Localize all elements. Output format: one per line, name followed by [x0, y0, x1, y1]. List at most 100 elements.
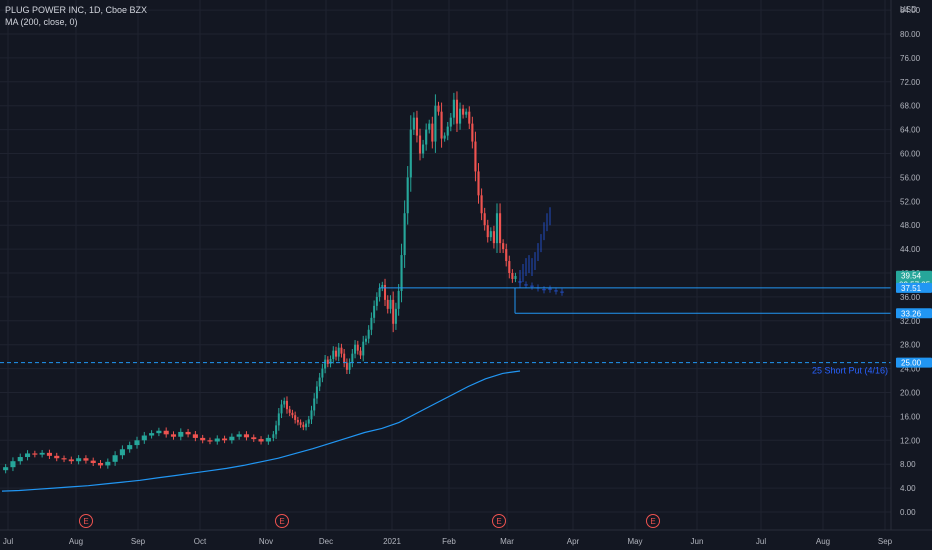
candle-body	[192, 434, 198, 438]
indicator-title[interactable]: MA (200, close, 0)	[5, 17, 78, 27]
candle-body	[10, 461, 16, 468]
candle-body	[275, 425, 278, 435]
candle-body	[3, 467, 9, 471]
symbol-title[interactable]: PLUG POWER INC, 1D, Cboe BZX	[5, 5, 148, 15]
candle-body	[163, 430, 169, 435]
earnings-marker[interactable]: E	[79, 514, 93, 528]
candle-body	[511, 273, 514, 279]
ma-line	[1, 370, 521, 492]
candle-body	[222, 438, 228, 441]
price-tag-box	[896, 308, 932, 319]
candle-body	[422, 144, 425, 154]
candle-body	[345, 362, 348, 370]
earnings-circle	[275, 514, 289, 528]
candle-body	[207, 440, 213, 442]
candle-body	[185, 431, 191, 435]
y-tick-label: 28.00	[900, 341, 921, 350]
candle-body	[446, 126, 449, 136]
candle-body	[178, 431, 184, 437]
candle-body	[508, 261, 511, 273]
candle-body	[83, 458, 89, 461]
candle-body	[229, 436, 235, 441]
earnings-letter: E	[279, 517, 284, 526]
candle-body	[381, 284, 384, 288]
candle-body	[462, 108, 465, 115]
candle-body	[112, 455, 118, 462]
candle-body	[406, 177, 409, 214]
candle-body	[389, 299, 392, 309]
candle-body	[468, 111, 471, 124]
earnings-marker[interactable]: E	[492, 514, 506, 528]
candle-body	[348, 362, 351, 370]
candle-body	[452, 99, 455, 118]
y-tick-label: 72.00	[900, 78, 921, 87]
candle-body	[39, 452, 45, 455]
candle-body	[412, 117, 415, 130]
candle-body	[329, 359, 332, 364]
candle-body	[403, 213, 406, 256]
candle-body	[321, 368, 324, 378]
candle-body	[343, 353, 346, 363]
candle-body	[307, 419, 310, 424]
x-tick-label: Apr	[567, 537, 580, 546]
candle-body	[364, 338, 367, 342]
y-tick-label: 60.00	[900, 150, 921, 159]
candle-body	[409, 129, 412, 178]
time-axis[interactable]: Jul Aug Sep Oct Nov Dec 2021 Feb Mar Apr May Jun Jul…	[0, 529, 932, 546]
grid-lines	[0, 0, 891, 530]
earnings-letter: E	[83, 517, 88, 526]
candle-body	[134, 440, 140, 446]
candle-body	[370, 317, 373, 330]
candle-body	[243, 434, 250, 438]
earnings-letter: E	[650, 517, 655, 526]
chart-legend: PLUG POWER INC, 1D, Cboe BZX MA (200, cl…	[5, 4, 147, 28]
candle-body	[455, 99, 459, 124]
candle-body	[24, 453, 31, 458]
x-tick-label: Oct	[194, 537, 207, 546]
candle-body	[294, 415, 297, 420]
candle-body	[324, 359, 327, 369]
y-tick-label: 20.00	[900, 389, 921, 398]
candle-body	[141, 435, 147, 441]
earnings-letter: E	[496, 517, 501, 526]
candle-body	[375, 296, 378, 306]
candle-body	[90, 460, 96, 464]
candle-body	[394, 308, 397, 324]
price-tag-value: 33.26	[901, 309, 922, 318]
y-tick-label: 0.00	[900, 508, 916, 517]
price-tag-value: 37.51	[901, 284, 922, 293]
x-tick-label: Jul	[756, 537, 766, 546]
candle-body	[471, 123, 474, 142]
x-tick-label: Sep	[878, 537, 893, 546]
candle-body	[392, 299, 395, 324]
y-tick-label: 36.00	[900, 293, 921, 302]
price-axis[interactable]: 0.00 4.00 8.00 12.00 16.00 20.00 24.00 28.00 32.…	[890, 0, 921, 530]
x-tick-label: Jul	[3, 537, 13, 546]
y-tick-label: 64.00	[900, 126, 921, 135]
earnings-marker[interactable]: E	[275, 514, 289, 528]
y-tick-label: 52.00	[900, 197, 921, 206]
candle-body	[17, 457, 23, 462]
candle-body	[265, 437, 271, 442]
candle-body	[437, 105, 440, 112]
x-tick-label: May	[627, 537, 642, 546]
candle-body	[356, 344, 359, 351]
y-tick-label: 48.00	[900, 221, 921, 230]
candle-body	[384, 284, 387, 300]
candle-body	[514, 275, 517, 279]
candle-body	[200, 437, 206, 441]
candle-body	[332, 350, 335, 360]
candle-body	[359, 350, 362, 356]
candle-body	[326, 359, 329, 364]
candle-body	[302, 424, 305, 428]
candle-body	[362, 341, 365, 356]
candle-body	[236, 434, 242, 437]
y-tick-label: 84.00	[900, 6, 921, 15]
y-tick-label: 44.00	[900, 245, 921, 254]
earnings-marker[interactable]: E	[646, 514, 660, 528]
candle-body	[335, 350, 337, 357]
